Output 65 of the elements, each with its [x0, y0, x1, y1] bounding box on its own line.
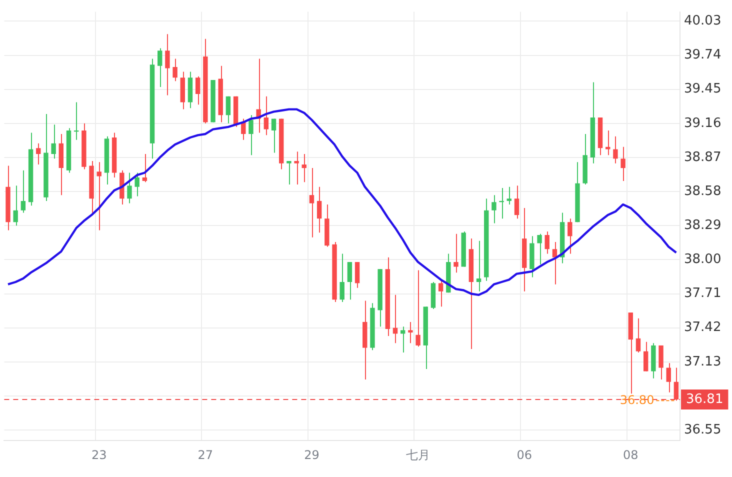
- candlestick: [286, 160, 292, 185]
- candlestick: [620, 146, 626, 182]
- y-tick-label: 37.42: [684, 320, 722, 336]
- candlestick: [568, 218, 572, 254]
- y-tick-label: 39.16: [684, 116, 722, 131]
- candlestick: [134, 172, 140, 197]
- y-tick-label: 38.00: [684, 252, 722, 268]
- candlestick: [264, 96, 269, 136]
- x-tick-label: 08: [623, 448, 638, 462]
- candlestick: [347, 262, 352, 300]
- candlestick: [666, 362, 671, 393]
- candlestick: [340, 253, 344, 302]
- candlestick: [492, 194, 496, 224]
- y-tick-label: 38.87: [684, 150, 722, 165]
- candlestick: [165, 34, 170, 96]
- candlestick: [454, 233, 458, 274]
- x-tick-label: 23: [91, 448, 107, 462]
- candlestick: [544, 230, 550, 254]
- candlestick: [354, 262, 360, 288]
- candlestick: [416, 270, 420, 348]
- annotation: 36.80: [620, 392, 654, 407]
- candlestick: [514, 185, 520, 220]
- candlestick: [96, 162, 102, 231]
- candlestick: [172, 58, 178, 82]
- candlestick: [316, 186, 322, 234]
- candlestick: [499, 188, 504, 220]
- candlestick: [606, 130, 610, 156]
- candlestick: [127, 172, 132, 204]
- y-tick-label: 39.74: [684, 48, 722, 63]
- candlestick: [195, 76, 200, 106]
- x-tick-label: 27: [198, 448, 214, 462]
- candlestick: [248, 114, 254, 156]
- candlestick: [643, 341, 648, 372]
- candlestick: [271, 118, 276, 154]
- candlestick: [226, 96, 231, 124]
- y-tick-label: 37.13: [684, 354, 722, 370]
- candlestick: [408, 321, 413, 344]
- x-tick-label: 七月: [406, 448, 430, 462]
- candlestick: [613, 136, 618, 164]
- y-tick-label: 40.03: [684, 14, 722, 29]
- y-tick-label: 38.29: [684, 218, 722, 233]
- candlestick: [142, 153, 148, 183]
- candlestick: [537, 233, 542, 265]
- candlestick: [309, 168, 314, 238]
- candlestick: [36, 142, 41, 166]
- candlestick: [506, 186, 512, 205]
- x-tick-label: 29: [304, 448, 320, 462]
- candlestick: [158, 48, 162, 88]
- candlestick: [552, 242, 558, 285]
- candlestick: [636, 318, 641, 353]
- candlestick: [658, 344, 664, 380]
- candlestick: [438, 280, 444, 308]
- y-tick-label: 38.58: [684, 184, 722, 199]
- candlestick: [294, 151, 299, 185]
- candlestick: [13, 185, 18, 226]
- y-tick-label: 36.55: [684, 422, 722, 438]
- candlestick: [302, 153, 306, 183]
- x-tick-label: 06: [516, 448, 532, 462]
- candlestick: [400, 326, 406, 353]
- candlestick: [20, 170, 26, 214]
- y-tick-label: 37.71: [684, 286, 722, 302]
- ref-line-label: 36.81: [686, 392, 724, 407]
- y-tick-label: 39.45: [684, 82, 722, 97]
- candlestick: [51, 124, 56, 160]
- candlestick: [476, 240, 482, 292]
